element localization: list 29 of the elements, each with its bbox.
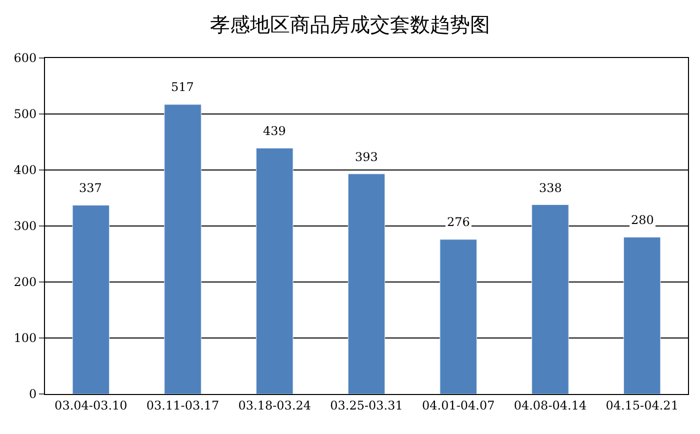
y-tick-label: 300: [14, 219, 37, 234]
data-label: 338: [539, 181, 562, 195]
bar: [623, 236, 661, 394]
x-tick-label: 04.08-04.14: [514, 398, 587, 412]
data-label: 393: [355, 150, 378, 164]
chart-title: 孝感地区商品房成交套数趋势图: [210, 12, 490, 36]
y-tick-label: 500: [14, 107, 37, 122]
x-tick-label: 04.01-04.07: [422, 398, 495, 412]
data-label: 517: [171, 80, 194, 94]
x-tick-label: 03.25-03.31: [330, 398, 403, 412]
y-tick-label: 600: [14, 51, 37, 66]
data-label: 276: [447, 215, 470, 229]
data-label: 439: [263, 124, 286, 138]
x-tick-label: 04.15-04.21: [606, 398, 678, 412]
y-tick-label: 400: [14, 163, 37, 178]
y-tick-label: 0: [28, 387, 37, 402]
data-label: 280: [631, 213, 654, 227]
x-tick-label: 03.18-03.24: [238, 398, 312, 412]
bar: [256, 148, 294, 394]
bar: [440, 239, 477, 394]
x-tick-label: 03.11-03.17: [146, 398, 220, 412]
data-label: 337: [79, 181, 102, 195]
bar: [72, 205, 110, 394]
y-tick-label: 200: [14, 275, 37, 290]
y-tick-label: 100: [14, 331, 37, 346]
x-tick-label: 03.04-03.10: [54, 398, 128, 412]
bar: [348, 174, 386, 394]
bar: [164, 104, 202, 394]
bar: [532, 204, 569, 394]
